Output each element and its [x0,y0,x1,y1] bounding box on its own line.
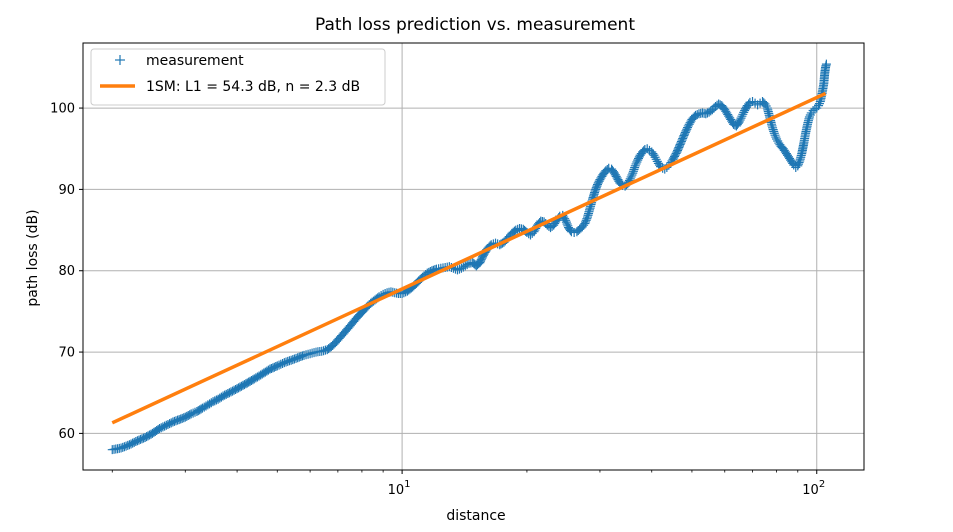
measurement-point [565,225,575,235]
measurement-point [631,159,641,169]
measurement-point [737,111,747,121]
measurement-point [649,150,659,160]
legend-marker-measurement [115,55,125,65]
measurement-point [760,99,770,109]
measurement-point [630,163,640,173]
data-layer [107,59,831,455]
measurement-point [821,59,831,69]
y-tick-label: 70 [58,346,75,361]
x-tick-label: 101 [388,479,411,498]
y-axis: 60 70 80 90 100 [50,102,83,442]
y-tick-label: 80 [58,264,75,279]
measurement-point [804,112,814,122]
measurement-point [297,351,307,361]
y-tick-label: 100 [50,102,75,117]
series-1sm-line [111,91,827,425]
x-tick-label: 102 [802,479,825,498]
measurement-point [771,132,781,142]
measurement-point [735,115,745,125]
legend-label-1sm: 1SM: L1 = 54.3 dB, n = 2.3 dB [146,79,360,95]
measurement-point [186,409,196,419]
measurement-point [640,145,650,155]
measurement-point [769,128,779,138]
measurement-point [738,109,748,119]
measurement-point [630,161,640,171]
measurement-point [454,264,464,274]
measurement-point [188,408,198,418]
measurement-point [814,99,824,109]
measurement-point [652,156,662,166]
x-axis: 101 102 [111,470,825,498]
measurement-point [562,219,572,229]
legend: measurement 1SM: L1 = 54.3 dB, n = 2.3 d… [90,48,386,106]
x-axis-label: distance [446,508,505,524]
measurement-point [627,170,637,180]
x-tick-exponent: 1 [404,479,410,490]
measurement-point [648,149,658,159]
measurement-point [734,117,744,127]
measurement-point [511,225,521,235]
plot-area [107,59,831,455]
measurement-point [770,130,780,140]
measurement-point [452,265,462,275]
y-tick-label: 60 [58,427,75,442]
x-tick-exponent: 2 [819,479,825,490]
y-axis-label: path loss (dB) [25,209,41,306]
measurement-point [561,217,571,227]
measurement-point [561,215,571,225]
measurement-point [626,172,636,182]
measurement-point [773,136,783,146]
measurement-point [462,260,472,270]
axes-frame [82,42,865,471]
measurement-point [628,168,638,178]
legend-label-measurement: measurement [146,53,244,69]
measurement-point [651,154,661,164]
measurement-point [814,101,824,111]
measurement-point [628,166,638,176]
legend-box [90,48,386,106]
measurement-point [629,164,639,174]
measurement-point [642,144,652,154]
grid [83,43,864,470]
chart-title: Path loss prediction vs. measurement [315,15,635,35]
measurement-point [772,134,782,144]
y-tick-label: 90 [58,183,75,198]
measurement-point [761,101,771,111]
measurement-point [650,152,660,162]
measurement-point [736,113,746,123]
